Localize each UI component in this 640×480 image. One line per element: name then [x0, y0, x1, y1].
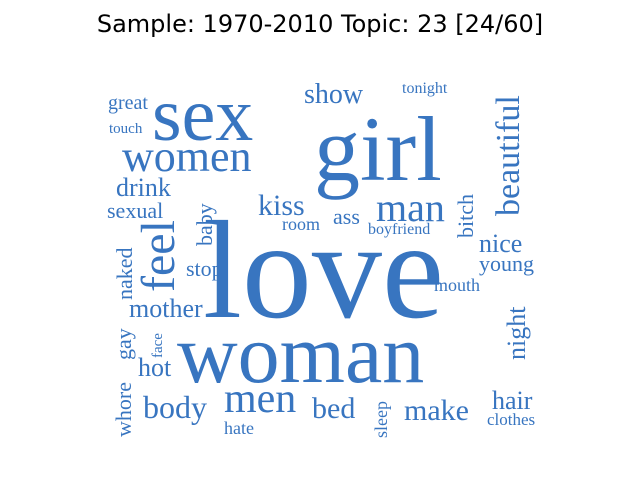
word-hot: hot	[138, 353, 172, 382]
word-sleep: sleep	[371, 401, 391, 438]
word-feel: feel	[132, 220, 185, 292]
word-drink: drink	[116, 173, 171, 202]
word-beautiful: beautiful	[490, 95, 527, 216]
word-show: show	[304, 79, 364, 110]
word-whore: whore	[111, 382, 136, 437]
word-kiss: kiss	[258, 189, 305, 222]
word-gay: gay	[111, 328, 136, 360]
word-sex: sex	[152, 73, 253, 157]
word-hate: hate	[224, 418, 254, 438]
word-woman: woman	[177, 308, 424, 401]
word-hair: hair	[492, 386, 533, 415]
word-girl: girl	[314, 98, 442, 200]
word-naked: naked	[112, 247, 137, 300]
word-make: make	[404, 394, 469, 427]
word-great: great	[108, 92, 148, 114]
word-room: room	[282, 214, 320, 234]
word-touch: touch	[109, 121, 143, 137]
word-bitch: bitch	[453, 194, 478, 238]
word-mouth: mouth	[434, 275, 480, 295]
word-clothes: clothes	[487, 410, 535, 429]
word-mother: mother	[129, 294, 203, 323]
word-baby: baby	[192, 203, 217, 246]
word-ass: ass	[333, 204, 360, 229]
word-night: night	[502, 306, 531, 360]
word-young: young	[479, 251, 534, 276]
word-bed: bed	[312, 392, 355, 425]
word-women: women	[122, 132, 252, 181]
word-man: man	[376, 185, 445, 230]
plot-title: Sample: 1970-2010 Topic: 23 [24/60]	[96, 10, 544, 38]
word-tonight: tonight	[402, 80, 448, 97]
word-love: love	[203, 193, 444, 348]
word-body: body	[143, 389, 207, 425]
word-men: men	[224, 376, 296, 422]
word-nice: nice	[479, 229, 522, 258]
word-boyfriend: boyfriend	[368, 221, 430, 238]
word-sexual: sexual	[107, 198, 163, 223]
word-stop: stop	[186, 256, 223, 281]
word-face: face	[150, 333, 166, 358]
